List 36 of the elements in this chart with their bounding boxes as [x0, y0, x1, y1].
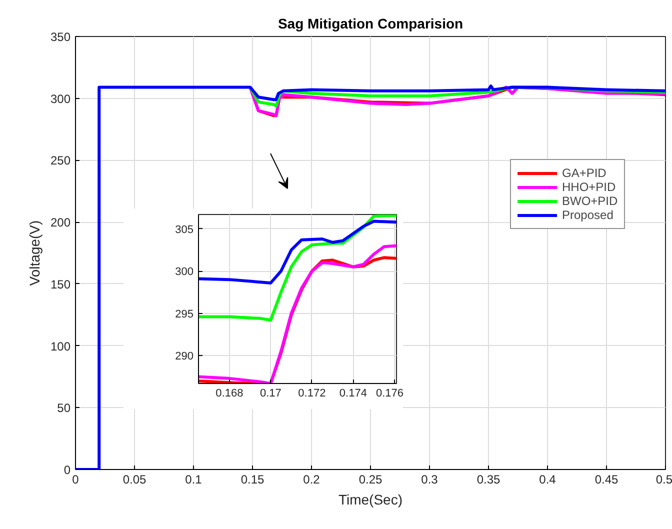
y-tick-label: 350	[50, 30, 71, 44]
x-tick-label: 0.05	[122, 472, 147, 486]
x-axis-title: Time(Sec)	[338, 492, 403, 508]
x-tick-label: 0.4	[539, 472, 556, 486]
legend-label: Proposed	[562, 208, 614, 222]
x-tick-label: 0.172	[298, 388, 326, 400]
x-tick-label: 0.168	[216, 388, 244, 400]
x-tick-label: 0.2	[303, 472, 320, 486]
legend-label: GA+PID	[562, 166, 606, 180]
x-tick-label: 0.45	[594, 472, 619, 486]
y-tick-label: 300	[50, 92, 71, 106]
x-tick-label: 0.174	[339, 388, 367, 400]
y-tick-label: 0	[64, 463, 71, 477]
line-series	[198, 220, 396, 284]
y-tick-label: 200	[50, 216, 71, 230]
x-tick-label: 0.25	[358, 472, 383, 486]
y-tick-label: 150	[50, 277, 71, 292]
chart-title: Sag Mitigation Comparision	[278, 16, 464, 32]
x-tick-label: 0.5	[656, 472, 672, 486]
y-tick-label: 50	[57, 401, 71, 416]
y-tick-label: 300	[175, 266, 194, 278]
y-tick-label: 290	[175, 350, 194, 363]
x-tick-label: 0.176	[376, 388, 404, 400]
x-tick-label: 0	[72, 472, 80, 486]
y-axis-title: Voltage(V)	[26, 220, 42, 286]
x-tick-label: 0.15	[240, 472, 265, 486]
legend-label: BWO+PID	[562, 194, 618, 208]
x-tick-label: 0.17	[260, 388, 282, 400]
y-tick-label: 305	[175, 224, 194, 236]
x-tick-label: 0.1	[185, 472, 202, 486]
x-tick-label: 0.35	[476, 472, 501, 486]
y-tick-label: 295	[175, 308, 194, 320]
y-tick-label: 250	[50, 154, 71, 168]
x-tick-label: 0.3	[421, 472, 438, 486]
y-tick-label: 100	[50, 339, 71, 354]
legend-label: HHO+PID	[562, 180, 616, 194]
